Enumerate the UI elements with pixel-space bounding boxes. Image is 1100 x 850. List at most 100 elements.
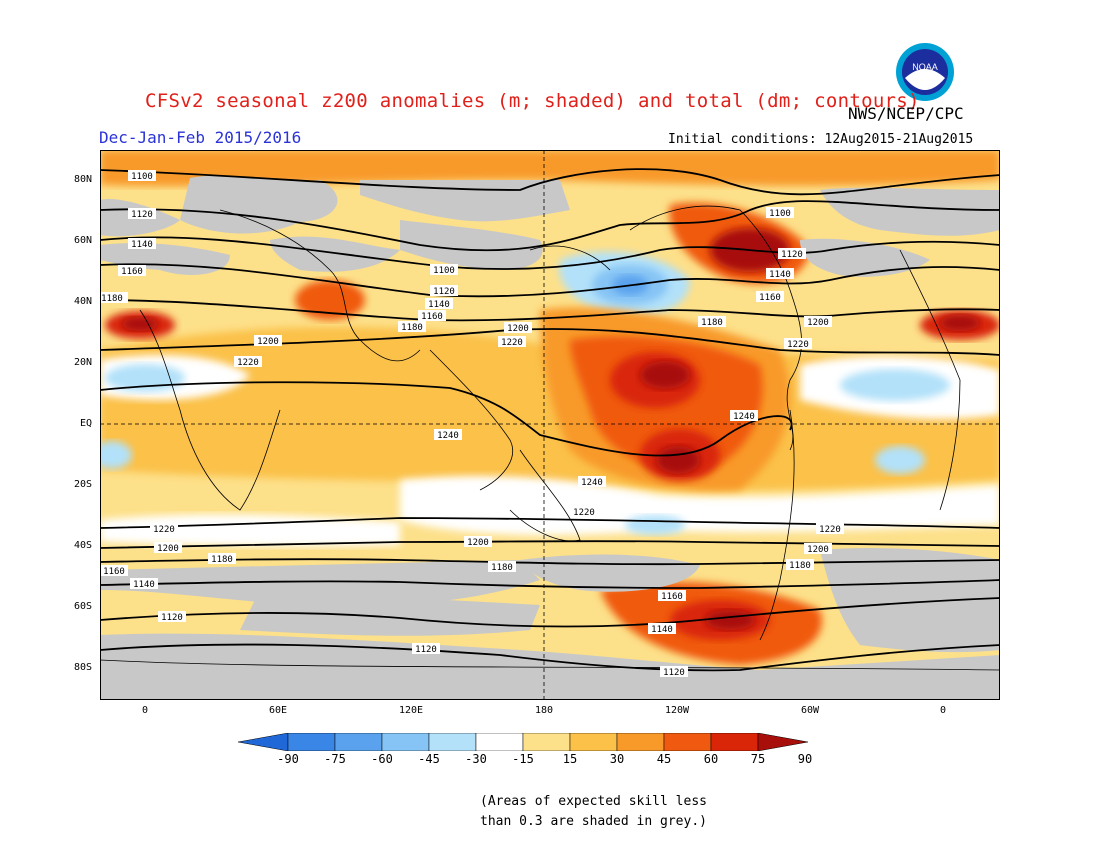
- colorbar-tick-label: 75: [750, 752, 766, 766]
- map-title: CFSv2 seasonal z200 anomalies (m; shaded…: [145, 90, 920, 112]
- colorbar-cells: [238, 733, 809, 751]
- lon-label-120w: 120W: [664, 705, 690, 716]
- svg-text:NOAA: NOAA: [912, 62, 938, 72]
- contour-label: 1100: [128, 170, 156, 182]
- contour-label: 1120: [430, 285, 458, 297]
- lat-label-80n: 80N: [73, 174, 92, 185]
- contour-label: 1160: [100, 565, 128, 577]
- colorbar-arrow-low: [238, 733, 289, 751]
- svg-text:1240: 1240: [437, 431, 459, 441]
- skill-footnote: (Areas of expected skill less than 0.3 a…: [480, 792, 707, 832]
- colorbar-cell: [381, 733, 430, 751]
- svg-text:1140: 1140: [769, 270, 791, 280]
- svg-text:1100: 1100: [769, 209, 791, 219]
- svg-text:1220: 1220: [573, 508, 595, 518]
- contour-label: 1200: [804, 316, 832, 328]
- svg-text:1220: 1220: [153, 525, 175, 535]
- colorbar-cell: [334, 733, 383, 751]
- svg-text:1120: 1120: [433, 287, 455, 297]
- colorbar-cell: [287, 733, 336, 751]
- svg-text:1240: 1240: [733, 412, 755, 422]
- contour-label: 1180: [786, 559, 814, 571]
- contour-label: 1200: [504, 322, 532, 334]
- lat-label-eq: EQ: [79, 418, 92, 429]
- footnote-line-2: than 0.3 are shaded in grey.): [480, 814, 707, 829]
- lon-label-0-east: 0: [939, 705, 947, 716]
- svg-text:1200: 1200: [507, 324, 529, 334]
- svg-text:1200: 1200: [807, 318, 829, 328]
- svg-text:1100: 1100: [433, 266, 455, 276]
- svg-text:1200: 1200: [467, 538, 489, 548]
- lon-label-60e: 60E: [268, 705, 288, 716]
- svg-text:1180: 1180: [401, 323, 423, 333]
- lon-label-60w: 60W: [800, 705, 820, 716]
- svg-text:1100: 1100: [131, 172, 153, 182]
- svg-text:1160: 1160: [103, 567, 125, 577]
- contour-label: 1220: [234, 356, 262, 368]
- contour-label: 1220: [498, 336, 526, 348]
- lat-label-60s: 60S: [73, 601, 92, 612]
- contour-label: 1140: [766, 268, 794, 280]
- season-label: Dec-Jan-Feb 2015/2016: [99, 128, 302, 147]
- colorbar-cell: [428, 733, 477, 751]
- lon-label-0: 0: [141, 705, 149, 716]
- coastlines: [100, 205, 1000, 671]
- svg-text:1120: 1120: [663, 668, 685, 678]
- contour-label: 1180: [488, 561, 516, 573]
- contour-label: 1160: [418, 310, 446, 322]
- colorbar-tick-label: -45: [418, 752, 440, 766]
- colorbar-cell: [616, 733, 665, 751]
- contour-label: 1120: [158, 611, 186, 623]
- colorbar-tick-label: 30: [609, 752, 625, 766]
- colorbar-cell: [475, 733, 524, 751]
- colorbar-tick-label: -15: [512, 752, 534, 766]
- contour-label: 1100: [430, 264, 458, 276]
- contour-label: 1180: [398, 321, 426, 333]
- svg-text:1120: 1120: [415, 645, 437, 655]
- contour-label: 1160: [118, 265, 146, 277]
- colorbar-tick-label: 60: [703, 752, 719, 766]
- lat-label-40s: 40S: [73, 540, 92, 551]
- svg-text:1180: 1180: [101, 294, 123, 304]
- contour-label: 1200: [464, 536, 492, 548]
- contour-label-group: 1100 1120 1140 1160 1180 1200 1220 1100 …: [100, 170, 844, 678]
- colorbar-cell: [663, 733, 712, 751]
- contour-label: 1240: [730, 410, 758, 422]
- svg-text:1120: 1120: [161, 613, 183, 623]
- lat-label-80s: 80S: [73, 662, 92, 673]
- svg-text:1160: 1160: [121, 267, 143, 277]
- colorbar-tick-label: -90: [277, 752, 299, 766]
- contour-label: 1120: [412, 643, 440, 655]
- svg-text:1180: 1180: [701, 318, 723, 328]
- contour-label: 1220: [816, 523, 844, 535]
- svg-text:1200: 1200: [257, 337, 279, 347]
- svg-text:1160: 1160: [661, 592, 683, 602]
- contour-label: 1100: [766, 207, 794, 219]
- colorbar-tick-label: 15: [562, 752, 578, 766]
- contour-label: 1140: [648, 623, 676, 635]
- height-contours: [100, 168, 1000, 672]
- contour-label: 1140: [130, 578, 158, 590]
- svg-text:1180: 1180: [789, 561, 811, 571]
- contour-label: 1160: [756, 291, 784, 303]
- agency-label: NWS/NCEP/CPC: [848, 104, 964, 123]
- svg-text:1160: 1160: [421, 312, 443, 322]
- svg-text:1180: 1180: [211, 555, 233, 565]
- colorbar-tick-label: -60: [371, 752, 393, 766]
- contour-label: 1220: [570, 506, 598, 518]
- colorbar-cell: [569, 733, 618, 751]
- noaa-logo: NOAA: [895, 42, 955, 102]
- contour-label: 1220: [784, 338, 812, 350]
- lon-label-120e: 120E: [398, 705, 424, 716]
- svg-text:1120: 1120: [781, 250, 803, 260]
- svg-text:1140: 1140: [133, 580, 155, 590]
- contour-label: 1120: [128, 208, 156, 220]
- svg-text:1220: 1220: [501, 338, 523, 348]
- lat-label-40n: 40N: [73, 296, 92, 307]
- contour-label: 1240: [434, 429, 462, 441]
- contour-label: 1140: [425, 298, 453, 310]
- svg-text:1140: 1140: [651, 625, 673, 635]
- colorbar: [238, 733, 809, 751]
- contour-label: 1180: [208, 553, 236, 565]
- svg-text:1240: 1240: [581, 478, 603, 488]
